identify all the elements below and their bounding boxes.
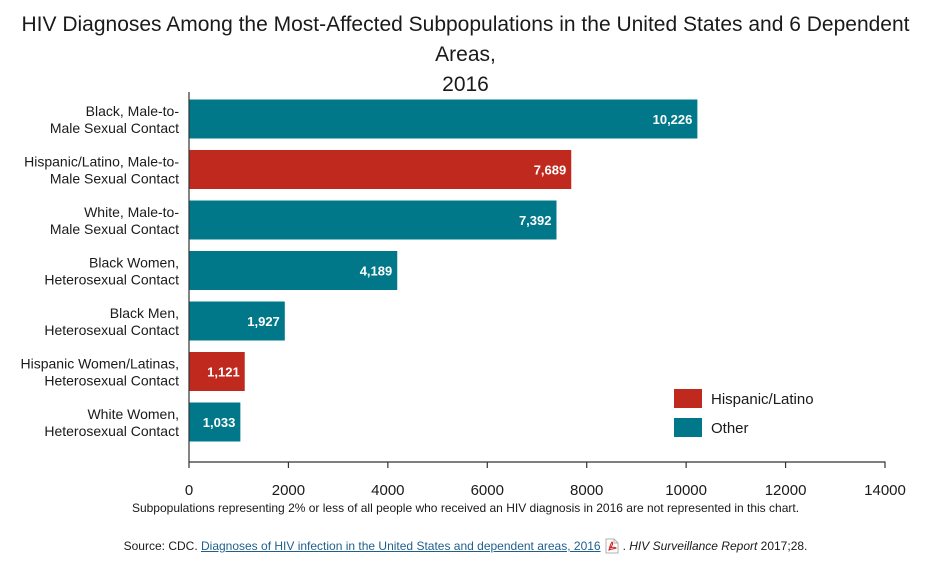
category-label-line: White Women, (87, 406, 179, 422)
bar-value-label: 7,689 (534, 163, 567, 178)
source-citation-tail: 2017;28. (757, 539, 808, 553)
category-label-line: Male Sexual Contact (50, 171, 179, 187)
category-label-line: White, Male-to- (84, 204, 179, 220)
category-label-line: Hispanic/Latino, Male-to- (24, 154, 179, 170)
category-labels-group: Black, Male-to-Male Sexual ContactHispan… (21, 103, 180, 439)
source-citation: Source: CDC. Diagnoses of HIV infection … (0, 538, 931, 554)
category-label: Black, Male-to-Male Sexual Contact (50, 103, 180, 136)
x-tick-label: 2000 (272, 482, 305, 499)
x-tick-label: 6000 (471, 482, 504, 499)
category-label-line: Black Women, (89, 255, 179, 271)
category-label-line: Male Sexual Contact (50, 221, 179, 237)
bar-value-label: 10,226 (653, 112, 693, 127)
source-sep: . (622, 539, 630, 553)
x-tick-label: 10000 (665, 482, 707, 499)
category-label-line: Heterosexual Contact (44, 322, 179, 338)
value-labels-group: 10,226 7,689 7,392 4,189 1,927 1,121 1,033 (203, 112, 693, 430)
x-tick-label: 8000 (570, 482, 603, 499)
bar-chart: 10,226 7,689 7,392 4,189 1,927 1,121 1,033 Bla… (21, 92, 906, 499)
category-label: Hispanic/Latino, Male-to-Male Sexual Con… (24, 154, 179, 187)
source-journal: HIV Surveillance Report (629, 539, 758, 553)
axes-group: 0 2000 4000 6000 8000 10000 12000 14000 (185, 92, 906, 499)
source-link[interactable]: Diagnoses of HIV infection in the United… (200, 539, 601, 553)
source-prefix: Source: CDC. (123, 539, 201, 553)
footnote: Subpopulations representing 2% or less o… (131, 501, 800, 515)
bar (189, 352, 245, 391)
category-label-line: Heterosexual Contact (44, 272, 179, 288)
category-label: Black Men, Heterosexual Contact (44, 305, 179, 338)
legend-swatch (674, 418, 702, 437)
x-tick-label: 0 (185, 482, 193, 499)
bar (189, 200, 557, 240)
legend-label: Other (711, 420, 749, 437)
category-label: White, Male-to-Male Sexual Contact (50, 204, 180, 237)
bar-value-label: 1,033 (203, 415, 236, 430)
bar-value-label: 1,121 (207, 365, 240, 380)
bar (189, 99, 698, 139)
category-label-line: Black Men, (110, 305, 179, 321)
category-label-line: Male Sexual Contact (50, 120, 179, 136)
chart-title: HIV Diagnoses Among the Most-Affected Su… (21, 13, 910, 96)
legend-swatch (674, 389, 702, 408)
bar (189, 150, 572, 189)
bars-group (189, 99, 698, 442)
x-tick-label: 4000 (371, 482, 404, 499)
category-label-line: Black, Male-to- (86, 103, 180, 119)
pdf-icon[interactable] (605, 538, 619, 554)
category-label: Hispanic Women/Latinas, Heterosexual Cont… (21, 356, 180, 389)
legend: Hispanic/Latino Other (674, 389, 814, 437)
category-label-line: Heterosexual Contact (44, 423, 179, 439)
category-label: White Women, Heterosexual Contact (44, 406, 179, 439)
category-label-line: Heterosexual Contact (44, 373, 179, 389)
category-label-line: Hispanic Women/Latinas, (21, 356, 179, 372)
x-tick-label: 14000 (864, 482, 906, 499)
bar (189, 301, 285, 341)
legend-label: Hispanic/Latino (711, 391, 814, 408)
bar-value-label: 4,189 (360, 264, 393, 279)
bar-value-label: 1,927 (247, 314, 280, 329)
bar (189, 251, 398, 290)
x-tick-label: 12000 (765, 482, 807, 499)
bar (189, 402, 241, 442)
bar-value-label: 7,392 (519, 213, 552, 228)
category-label: Black Women, Heterosexual Contact (44, 255, 179, 288)
